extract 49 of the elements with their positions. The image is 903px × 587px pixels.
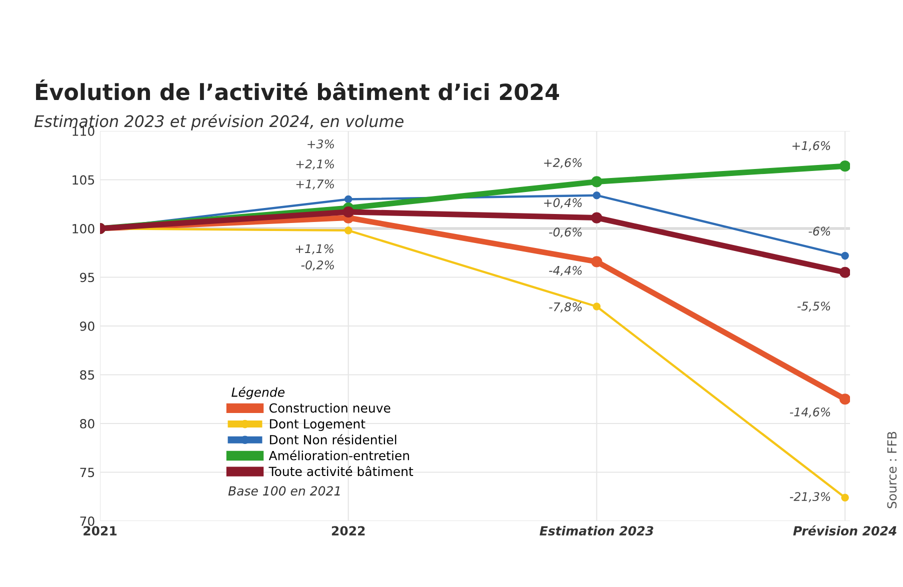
x-tick-label: Prévision 2024	[793, 525, 896, 536]
annotation: -4,4%	[549, 266, 582, 276]
point	[592, 191, 601, 200]
point	[839, 266, 850, 278]
point	[841, 252, 849, 260]
point	[591, 256, 602, 268]
legend-label: Construction neuve	[269, 403, 390, 413]
point	[591, 212, 602, 224]
y-tick-label: 70	[80, 516, 94, 526]
legend-title: Légende	[232, 386, 285, 400]
annotation: +2,6%	[544, 158, 582, 168]
x-tick-label: 2021	[84, 526, 117, 536]
y-tick-label: 95	[80, 272, 94, 282]
y-tick-label: 85	[80, 370, 94, 380]
point	[344, 226, 352, 234]
annotation: -14,6%	[790, 408, 830, 418]
annotation: -0,6%	[549, 228, 582, 238]
annotation: -0,2%	[301, 260, 334, 271]
point	[839, 160, 850, 172]
point	[841, 494, 849, 502]
y-tick-label: 75	[80, 468, 94, 478]
legend-label: Dont Non résidentiel	[270, 434, 396, 444]
y-tick-label: 100	[72, 224, 94, 234]
x-tick-label: Estimation 2023	[540, 526, 654, 536]
annotation: -7,8%	[549, 302, 582, 313]
point	[591, 176, 602, 188]
point	[344, 195, 352, 204]
y-tick-label: 105	[72, 175, 94, 185]
x-tick-label: 2022	[332, 526, 365, 536]
y-tick-label: 90	[80, 321, 94, 331]
source-note: Source : FFB	[887, 432, 897, 508]
legend-label: Dont Logement	[270, 419, 366, 432]
annotation: -6%	[808, 226, 830, 236]
annotation: -5,5%	[797, 302, 830, 312]
annotation: +3%	[308, 139, 334, 148]
point	[592, 302, 601, 310]
point	[342, 206, 354, 218]
annotation: +1,1%	[296, 244, 334, 254]
annotation: +0,4%	[544, 198, 582, 208]
chart-title: Évolution de l’activité bâtiment d’ici 2024	[36, 79, 560, 100]
legend-label: Toute activité bâtiment	[268, 466, 414, 476]
annotation: +1,6%	[792, 141, 830, 152]
annotation: +2,1%	[296, 159, 334, 170]
annotation: -21,3%	[790, 492, 830, 502]
legend-label: Amélioration-entretien	[268, 450, 410, 460]
point	[839, 394, 850, 405]
annotation: Base 100 en 2021	[228, 486, 340, 496]
y-tick-label: 80	[80, 418, 94, 428]
annotation: +1,7%	[296, 179, 334, 190]
